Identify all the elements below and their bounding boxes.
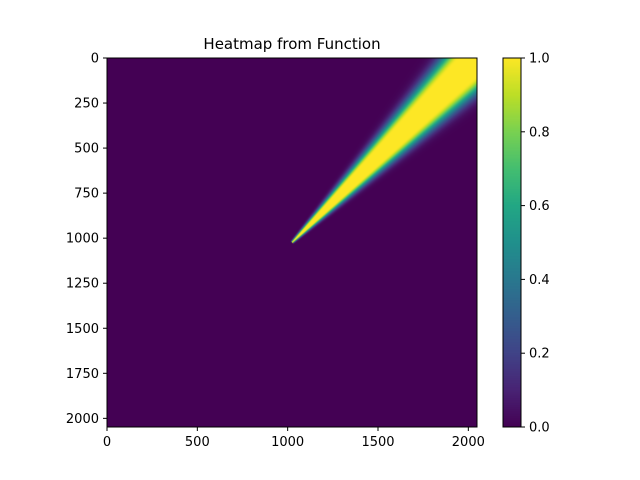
y-tick-label: 1750 xyxy=(66,367,99,382)
colorbar-tick-label: 0.8 xyxy=(529,125,550,140)
x-tick-label: 0 xyxy=(103,435,111,450)
heatmap-image xyxy=(107,58,477,427)
y-tick-label: 250 xyxy=(74,97,99,112)
y-tick-label: 1250 xyxy=(66,277,99,292)
heatmap-frame xyxy=(106,57,478,428)
chart-title: Heatmap from Function xyxy=(203,35,380,53)
y-tick-label: 500 xyxy=(74,142,99,157)
y-tick-label: 1000 xyxy=(66,232,99,247)
colorbar-gradient xyxy=(503,58,521,427)
x-tick-label: 1000 xyxy=(271,435,304,450)
colorbar-tick-label: 1.0 xyxy=(529,52,550,67)
colorbar-tick-label: 0.0 xyxy=(529,421,550,436)
y-tick-label: 2000 xyxy=(66,412,99,427)
y-tick-label: 0 xyxy=(91,52,99,67)
y-tick-label: 1500 xyxy=(66,322,99,337)
x-tick-label: 2000 xyxy=(452,435,485,450)
colorbar-tick-label: 0.4 xyxy=(529,273,550,288)
y-axis-ticks: 0 250 500 750 1000 1250 1500 1750 2000 xyxy=(66,52,107,427)
y-tick-label: 750 xyxy=(74,187,99,202)
colorbar-tick-label: 0.2 xyxy=(529,347,550,362)
colorbar-tick-label: 0.6 xyxy=(529,199,550,214)
x-tick-label: 500 xyxy=(185,435,210,450)
colorbar-frame xyxy=(502,57,522,428)
x-tick-label: 1500 xyxy=(361,435,394,450)
colorbar-ticks: 0.0 0.2 0.4 0.6 0.8 1.0 xyxy=(521,52,550,436)
x-axis-ticks: 0 500 1000 1500 2000 xyxy=(103,427,485,450)
